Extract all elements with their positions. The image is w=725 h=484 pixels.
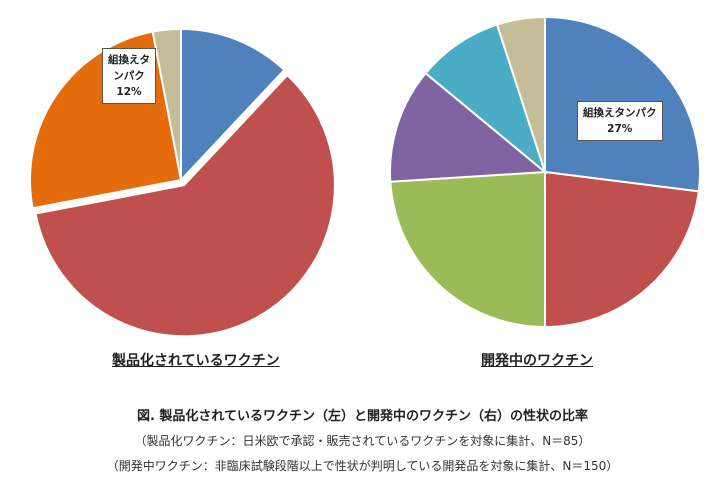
pie1-slice-2: [34, 73, 336, 338]
right-callout-value: 27%: [607, 123, 633, 135]
pie1-slice-4: [151, 27, 182, 181]
pie2-slice-3: [389, 170, 546, 329]
left-callout-line-2: ンパク: [113, 70, 145, 82]
pie2-slice-5: [424, 23, 548, 175]
note-left-chart: （製品化ワクチン：日米欧で承認・販売されているワクチンを対象に集計、N＝85）: [134, 434, 591, 448]
pie2-slice-6: [495, 15, 546, 173]
left-callout: 組換えタ ンパク 12%: [102, 48, 156, 104]
pie1-slice-1: [180, 27, 286, 183]
figure-title: 図. 製品化されているワクチン（左）と開発中のワクチン（右）の性状の比率: [136, 409, 589, 424]
left-chart-caption: 製品化されているワクチン: [112, 353, 280, 369]
right-chart-caption: 開発中のワクチン: [481, 353, 593, 369]
pie2-slice-2: [544, 170, 700, 329]
pie2-slice-4: [389, 71, 548, 183]
right-callout: 組換えタンパク 27%: [577, 101, 663, 141]
left-callout-line-1: 組換えタ: [108, 54, 150, 66]
note-right-chart: （開発中ワクチン：非臨床試験段階以上で性状が判明している開発品を対象に集計、N＝…: [106, 459, 619, 473]
left-callout-value: 12%: [116, 86, 142, 98]
right-callout-line-1: 組換えタンパク: [583, 107, 657, 119]
